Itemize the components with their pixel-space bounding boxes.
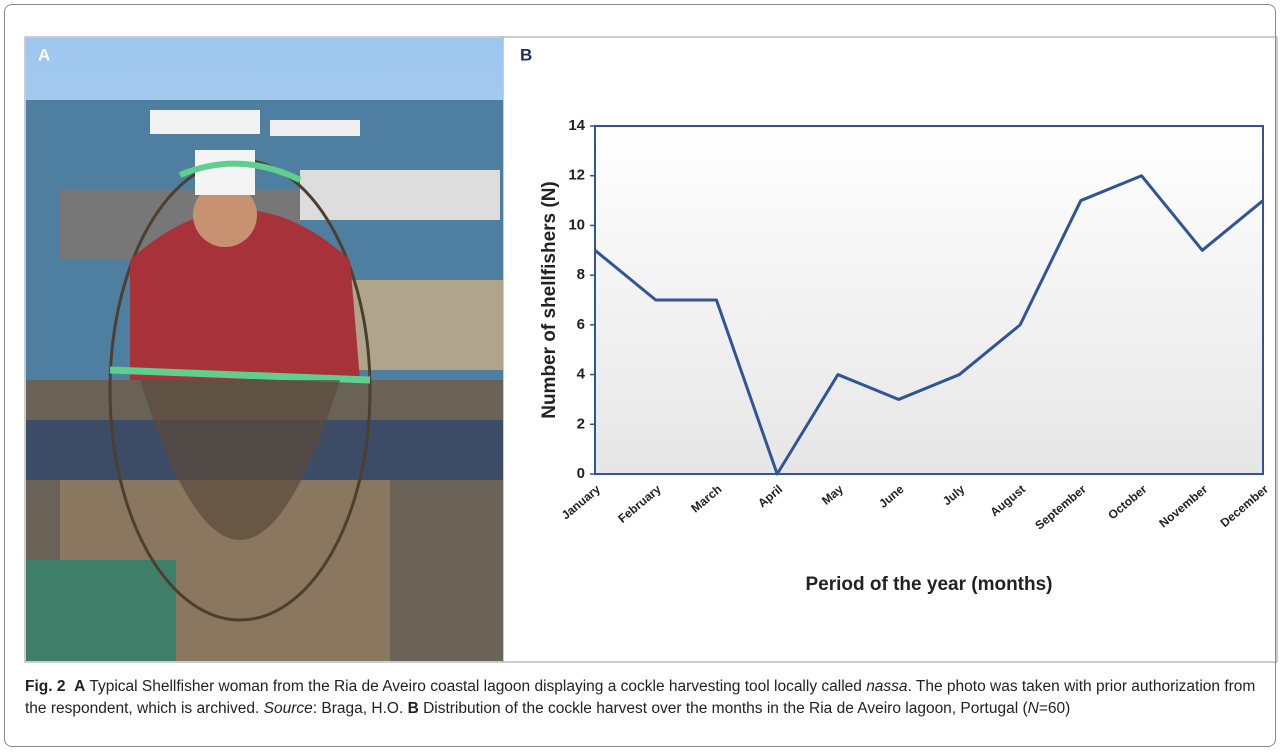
x-axis-title: Period of the year (months) [805,574,1052,595]
y-tick-label: 0 [577,465,585,482]
panel-label: A [38,45,50,64]
x-tick-label: September [1032,482,1089,533]
caption-text: Typical Shellfisher woman from the Ria d… [85,678,867,695]
x-tick-label: June [876,482,907,511]
x-tick-label: May [819,482,846,508]
figure-frame [4,4,1276,747]
x-tick-label: October [1105,482,1149,523]
x-tick-label: February [615,482,664,526]
panel-label: B [520,45,532,64]
x-tick-label: March [688,482,724,515]
caption-marker: A [74,678,86,695]
caption-text: Distribution of the cockle harvest over … [418,700,1028,717]
x-tick-label: July [940,482,968,508]
y-tick-label: 10 [568,216,585,233]
caption-emphasis: nassa [866,678,908,695]
x-tick-label: December [1218,482,1272,530]
y-tick-label: 12 [568,167,585,184]
photo [26,38,503,661]
caption-text: =60) [1038,700,1071,717]
panel-frame [24,36,1278,663]
y-axis-title: Number of shellfishers (N) [539,181,560,419]
y-tick-label: 14 [568,117,585,134]
data-line [594,174,1264,476]
caption: Fig. 2 A Typical Shellfisher woman from … [25,676,1265,720]
y-tick-label: 6 [577,316,585,333]
figure: A B Number of shellfishers (N) Period of… [24,36,1278,663]
x-tick-label: April [755,482,785,510]
caption-label: Fig. 2 [25,678,66,695]
x-tick-label: August [987,482,1028,519]
x-tick-label: January [559,482,604,523]
caption-emphasis: Source [263,700,313,717]
y-tick-label: 4 [577,366,586,383]
caption-text: . The photo was taken with prior authori… [25,678,1256,717]
caption-emphasis: N [1027,700,1039,717]
y-tick-label: 2 [577,415,585,432]
caption-marker: B [407,700,419,717]
x-tick-label: November [1156,482,1210,531]
caption-text: : Braga, H.O. [312,700,408,717]
y-tick-label: 8 [577,266,585,283]
